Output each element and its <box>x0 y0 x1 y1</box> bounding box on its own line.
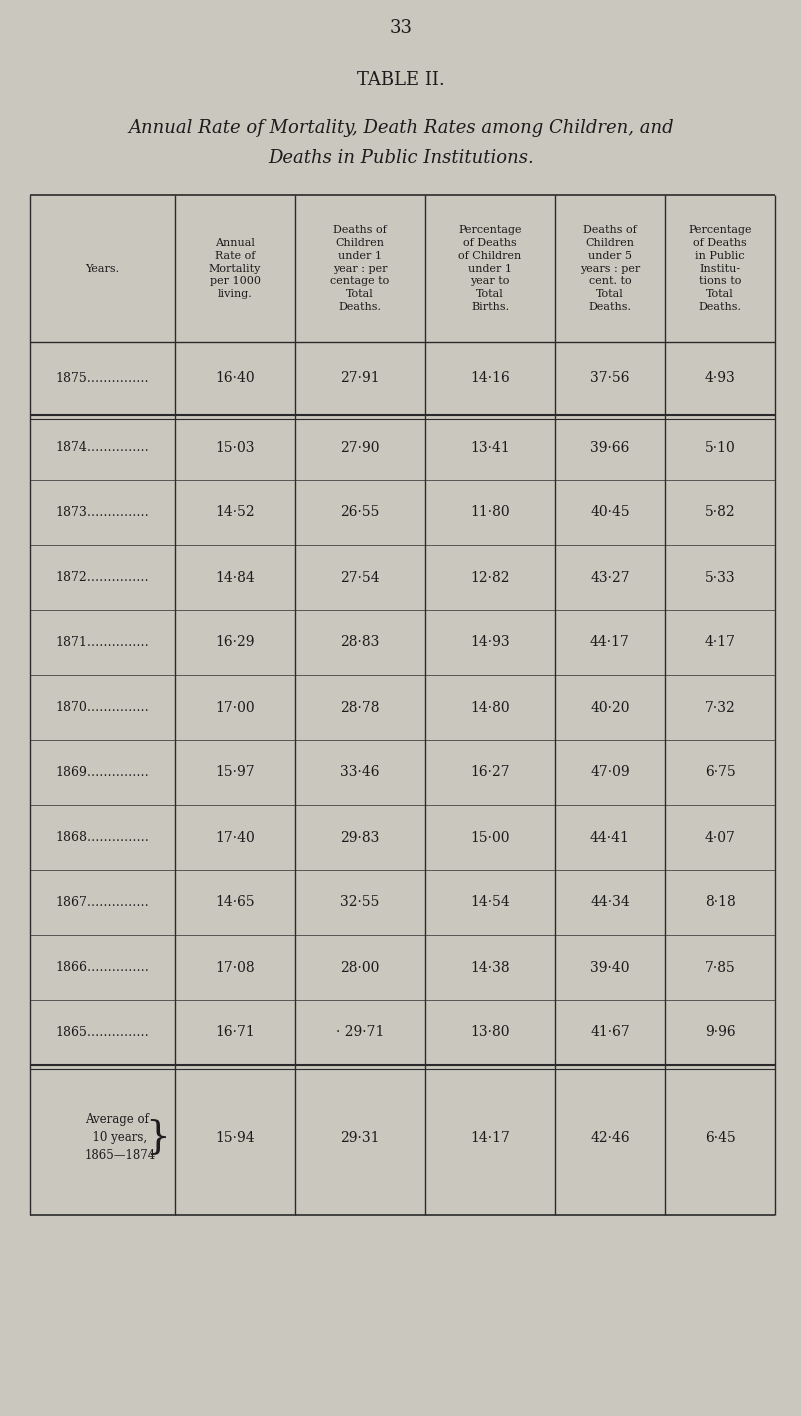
Text: 1870……………: 1870…………… <box>55 701 149 714</box>
Text: Years.: Years. <box>86 263 119 273</box>
Text: 14·52: 14·52 <box>215 506 255 520</box>
Text: 29·31: 29·31 <box>340 1130 380 1144</box>
Text: 6·75: 6·75 <box>705 766 735 779</box>
Text: 44·34: 44·34 <box>590 895 630 909</box>
Text: 14·16: 14·16 <box>470 371 510 385</box>
Text: 28·83: 28·83 <box>340 636 380 650</box>
Text: 14·65: 14·65 <box>215 895 255 909</box>
Text: 44·17: 44·17 <box>590 636 630 650</box>
Text: 41·67: 41·67 <box>590 1025 630 1039</box>
Text: 1865……………: 1865…………… <box>55 1027 149 1039</box>
Text: · 29·71: · 29·71 <box>336 1025 384 1039</box>
Text: 1872……………: 1872…………… <box>56 571 149 583</box>
Text: 4·93: 4·93 <box>705 371 735 385</box>
Text: 7·32: 7·32 <box>705 701 735 715</box>
Text: 39·66: 39·66 <box>590 440 630 455</box>
Text: 5·10: 5·10 <box>705 440 735 455</box>
Text: 14·93: 14·93 <box>470 636 509 650</box>
Text: 27·54: 27·54 <box>340 571 380 585</box>
Text: 28·78: 28·78 <box>340 701 380 715</box>
Text: 33: 33 <box>389 18 413 37</box>
Text: 15·97: 15·97 <box>215 766 255 779</box>
Text: 16·27: 16·27 <box>470 766 509 779</box>
Text: 1866……………: 1866…………… <box>55 961 150 974</box>
Text: 40·20: 40·20 <box>590 701 630 715</box>
Text: 1867……………: 1867…………… <box>55 896 149 909</box>
Text: 6·45: 6·45 <box>705 1130 735 1144</box>
Text: 5·33: 5·33 <box>705 571 735 585</box>
Text: 8·18: 8·18 <box>705 895 735 909</box>
Text: Deaths in Public Institutions.: Deaths in Public Institutions. <box>268 149 534 167</box>
Text: 7·85: 7·85 <box>705 960 735 974</box>
Text: 1873……………: 1873…………… <box>55 506 149 520</box>
Text: 14·84: 14·84 <box>215 571 255 585</box>
Text: 13·41: 13·41 <box>470 440 510 455</box>
Text: 33·46: 33·46 <box>340 766 380 779</box>
Text: Percentage
of Deaths
of Children
under 1
year to
Total
Births.: Percentage of Deaths of Children under 1… <box>458 225 521 312</box>
Text: 27·90: 27·90 <box>340 440 380 455</box>
Text: 44·41: 44·41 <box>590 831 630 844</box>
Text: Annual
Rate of
Mortality
per 1000
living.: Annual Rate of Mortality per 1000 living… <box>209 238 261 299</box>
Text: 15·00: 15·00 <box>470 831 509 844</box>
Text: 47·09: 47·09 <box>590 766 630 779</box>
Text: }: } <box>145 1119 169 1155</box>
Text: Deaths of
Children
under 1
year : per
centage to
Total
Deaths.: Deaths of Children under 1 year : per ce… <box>330 225 389 312</box>
Text: 14·17: 14·17 <box>470 1130 510 1144</box>
Text: 27·91: 27·91 <box>340 371 380 385</box>
Text: 16·29: 16·29 <box>215 636 255 650</box>
Text: 37·56: 37·56 <box>590 371 630 385</box>
Text: 26·55: 26·55 <box>340 506 380 520</box>
Text: TABLE II.: TABLE II. <box>357 71 445 89</box>
Text: 1869……………: 1869…………… <box>55 766 149 779</box>
Text: 40·45: 40·45 <box>590 506 630 520</box>
Text: 43·27: 43·27 <box>590 571 630 585</box>
Text: 4·07: 4·07 <box>705 831 735 844</box>
Text: 17·08: 17·08 <box>215 960 255 974</box>
Text: 4·17: 4·17 <box>705 636 735 650</box>
Text: 9·96: 9·96 <box>705 1025 735 1039</box>
Text: 39·40: 39·40 <box>590 960 630 974</box>
Text: 42·46: 42·46 <box>590 1130 630 1144</box>
Text: 13·80: 13·80 <box>470 1025 509 1039</box>
Text: 32·55: 32·55 <box>340 895 380 909</box>
Text: 17·00: 17·00 <box>215 701 255 715</box>
Text: Average of
  10 years,
1865—1874: Average of 10 years, 1865—1874 <box>85 1113 156 1163</box>
Text: Percentage
of Deaths
in Public
Institu-
tions to
Total
Deaths.: Percentage of Deaths in Public Institu- … <box>688 225 752 312</box>
Text: 12·82: 12·82 <box>470 571 509 585</box>
Text: 1868……………: 1868…………… <box>55 831 150 844</box>
Text: 28·00: 28·00 <box>340 960 380 974</box>
Text: 15·03: 15·03 <box>215 440 255 455</box>
Text: 16·71: 16·71 <box>215 1025 255 1039</box>
Text: 17·40: 17·40 <box>215 831 255 844</box>
Text: 1875……………: 1875…………… <box>56 372 149 385</box>
Text: Deaths of
Children
under 5
years : per
cent. to
Total
Deaths.: Deaths of Children under 5 years : per c… <box>580 225 640 312</box>
Text: 15·94: 15·94 <box>215 1130 255 1144</box>
Text: 1871……………: 1871…………… <box>55 636 149 649</box>
Text: 14·38: 14·38 <box>470 960 509 974</box>
Text: 16·40: 16·40 <box>215 371 255 385</box>
Text: 5·82: 5·82 <box>705 506 735 520</box>
Text: 29·83: 29·83 <box>340 831 380 844</box>
Text: 11·80: 11·80 <box>470 506 509 520</box>
Text: 14·80: 14·80 <box>470 701 509 715</box>
Text: 1874……………: 1874…………… <box>55 440 149 455</box>
Text: Annual Rate of Mortality, Death Rates among Children, and: Annual Rate of Mortality, Death Rates am… <box>128 119 674 137</box>
Text: 14·54: 14·54 <box>470 895 510 909</box>
